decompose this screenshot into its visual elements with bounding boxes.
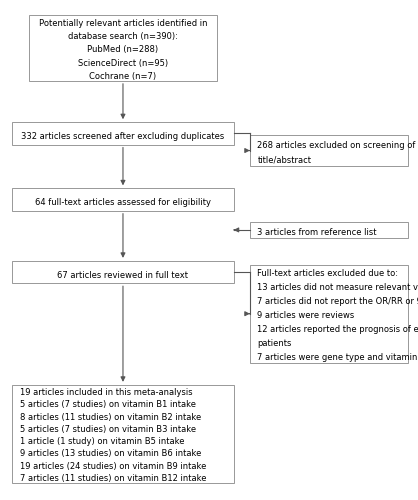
Text: patients: patients — [257, 340, 292, 348]
Text: ScienceDirect (n=95): ScienceDirect (n=95) — [78, 58, 168, 68]
Text: 7 articles (11 studies) on vitamin B12 intake: 7 articles (11 studies) on vitamin B12 i… — [20, 474, 206, 483]
FancyBboxPatch shape — [13, 188, 234, 211]
FancyBboxPatch shape — [13, 122, 234, 144]
Text: 19 articles included in this meta-analysis: 19 articles included in this meta-analys… — [20, 388, 192, 397]
Text: database search (n=390):: database search (n=390): — [68, 32, 178, 41]
Text: 64 full-text articles assessed for eligibility: 64 full-text articles assessed for eligi… — [35, 198, 211, 207]
Text: Full-text articles excluded due to:: Full-text articles excluded due to: — [257, 270, 398, 278]
Text: 19 articles (24 studies) on vitamin B9 intake: 19 articles (24 studies) on vitamin B9 i… — [20, 462, 206, 470]
Text: 13 articles did not measure relevant vitamin B exposures: 13 articles did not measure relevant vit… — [257, 284, 418, 292]
Text: 67 articles reviewed in full text: 67 articles reviewed in full text — [58, 271, 189, 280]
Text: title/abstract: title/abstract — [257, 156, 311, 165]
Text: 1 article (1 study) on vitamin B5 intake: 1 article (1 study) on vitamin B5 intake — [20, 437, 184, 446]
FancyBboxPatch shape — [250, 136, 408, 166]
Text: 5 articles (7 studies) on vitamin B1 intake: 5 articles (7 studies) on vitamin B1 int… — [20, 400, 196, 409]
Text: Cochrane (n=7): Cochrane (n=7) — [89, 72, 156, 81]
Text: 12 articles reported the prognosis of esophageal cancer: 12 articles reported the prognosis of es… — [257, 326, 418, 334]
FancyBboxPatch shape — [13, 385, 234, 483]
Text: 3 articles from reference list: 3 articles from reference list — [257, 228, 377, 237]
Text: 7 articles were gene type and vitamin B exposures: 7 articles were gene type and vitamin B … — [257, 354, 418, 362]
Text: PubMed (n=288): PubMed (n=288) — [87, 46, 158, 54]
Text: 332 articles screened after excluding duplicates: 332 articles screened after excluding du… — [21, 132, 224, 141]
FancyBboxPatch shape — [250, 264, 408, 362]
Text: Potentially relevant articles identified in: Potentially relevant articles identified… — [39, 19, 207, 28]
FancyBboxPatch shape — [250, 222, 408, 238]
Text: 5 articles (7 studies) on vitamin B3 intake: 5 articles (7 studies) on vitamin B3 int… — [20, 425, 196, 434]
FancyBboxPatch shape — [29, 15, 217, 81]
Text: 7 articles did not report the OR/RR or 95% CI: 7 articles did not report the OR/RR or 9… — [257, 298, 418, 306]
Text: 9 articles were reviews: 9 articles were reviews — [257, 312, 354, 320]
Text: 268 articles excluded on screening of: 268 articles excluded on screening of — [257, 140, 416, 149]
Text: 9 articles (13 studies) on vitamin B6 intake: 9 articles (13 studies) on vitamin B6 in… — [20, 450, 201, 458]
Text: 8 articles (11 studies) on vitamin B2 intake: 8 articles (11 studies) on vitamin B2 in… — [20, 412, 201, 422]
FancyBboxPatch shape — [13, 261, 234, 283]
